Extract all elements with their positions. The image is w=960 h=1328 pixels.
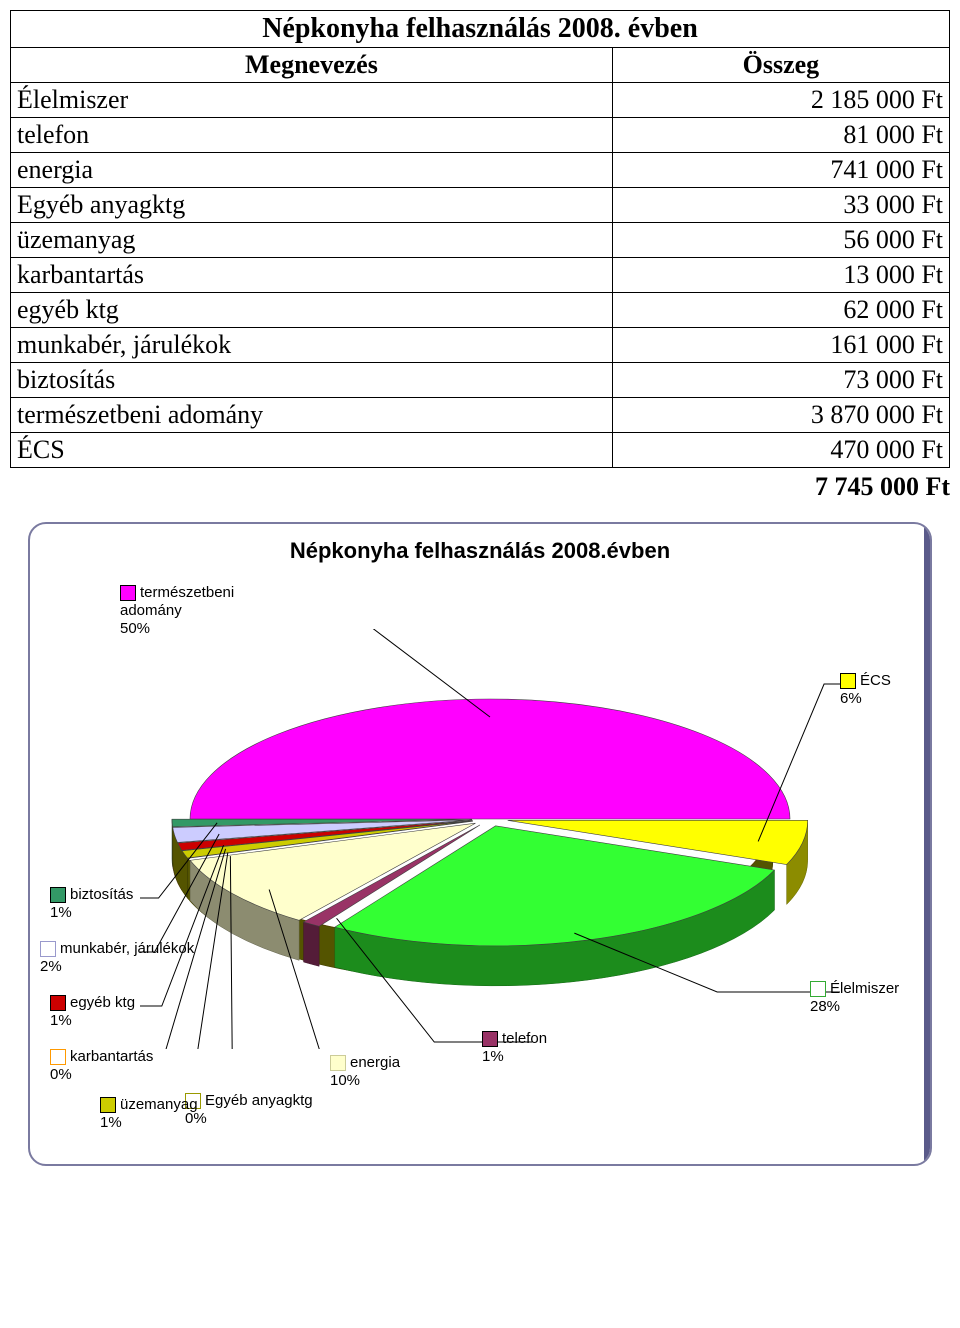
legend-ecs: ÉCS6% <box>840 672 891 708</box>
table-title: Népkonyha felhasználás 2008. évben <box>11 11 950 48</box>
legend-egyeb_anyagktg: Egyéb anyagktg0% <box>185 1092 313 1128</box>
legend-swatch-icon <box>482 1031 498 1047</box>
row-label: Egyéb anyagktg <box>11 188 613 223</box>
col-header-value: Összeg <box>612 48 949 83</box>
chart-title: Népkonyha felhasználás 2008.évben <box>30 538 930 564</box>
row-value: 2 185 000 Ft <box>612 83 949 118</box>
legend-elelmiszer: Élelmiszer28% <box>810 980 899 1016</box>
legend-swatch-icon <box>50 887 66 903</box>
row-label: Élelmiszer <box>11 83 613 118</box>
legend-label: természetbeniadomány50% <box>120 584 234 637</box>
legend-swatch-icon <box>50 995 66 1011</box>
row-value: 73 000 Ft <box>612 363 949 398</box>
legend-swatch-icon <box>840 673 856 689</box>
row-value: 62 000 Ft <box>612 293 949 328</box>
table-row: egyéb ktg62 000 Ft <box>11 293 950 328</box>
legend-swatch-icon <box>330 1055 346 1071</box>
data-table: Népkonyha felhasználás 2008. évben Megne… <box>10 10 950 468</box>
legend-munkaber: munkabér, járulékok2% <box>40 940 194 976</box>
legend-termeszetbeni: természetbeniadomány50% <box>120 584 234 638</box>
row-value: 470 000 Ft <box>612 433 949 468</box>
legend-energia: energia10% <box>330 1054 400 1090</box>
legend-karbantartas: karbantartás0% <box>50 1048 153 1084</box>
table-row: természetbeni adomány3 870 000 Ft <box>11 398 950 433</box>
row-value: 3 870 000 Ft <box>612 398 949 433</box>
row-value: 161 000 Ft <box>612 328 949 363</box>
row-label: karbantartás <box>11 258 613 293</box>
row-value: 81 000 Ft <box>612 118 949 153</box>
legend-swatch-icon <box>50 1049 66 1065</box>
table-row: üzemanyag56 000 Ft <box>11 223 950 258</box>
legend-egyeb_ktg: egyéb ktg1% <box>50 994 135 1030</box>
table-row: munkabér, járulékok161 000 Ft <box>11 328 950 363</box>
table-row: telefon81 000 Ft <box>11 118 950 153</box>
table-row: energia741 000 Ft <box>11 153 950 188</box>
row-value: 33 000 Ft <box>612 188 949 223</box>
table-row: biztosítás73 000 Ft <box>11 363 950 398</box>
legend-label: Egyéb anyagktg0% <box>185 1092 313 1127</box>
legend-swatch-icon <box>810 981 826 997</box>
table-row: Egyéb anyagktg33 000 Ft <box>11 188 950 223</box>
row-value: 13 000 Ft <box>612 258 949 293</box>
col-header-name: Megnevezés <box>11 48 613 83</box>
row-label: természetbeni adomány <box>11 398 613 433</box>
row-label: ÉCS <box>11 433 613 468</box>
table-row: karbantartás13 000 Ft <box>11 258 950 293</box>
pie-svg <box>140 629 840 1049</box>
legend-telefon: telefon1% <box>482 1030 547 1066</box>
row-label: energia <box>11 153 613 188</box>
legend-uzemanyag: üzemanyag1% <box>100 1096 198 1132</box>
legend-swatch-icon <box>40 941 56 957</box>
legend-biztositas: biztosítás1% <box>50 886 133 922</box>
row-value: 741 000 Ft <box>612 153 949 188</box>
total-value: 7 745 000 Ft <box>10 472 956 502</box>
pie-chart: Népkonyha felhasználás 2008.évben termés… <box>28 522 932 1166</box>
row-label: munkabér, járulékok <box>11 328 613 363</box>
legend-label: munkabér, járulékok2% <box>40 940 194 975</box>
table-row: Élelmiszer2 185 000 Ft <box>11 83 950 118</box>
legend-swatch-icon <box>120 585 136 601</box>
row-label: üzemanyag <box>11 223 613 258</box>
row-value: 56 000 Ft <box>612 223 949 258</box>
table-row: ÉCS470 000 Ft <box>11 433 950 468</box>
legend-swatch-icon <box>100 1097 116 1113</box>
row-label: egyéb ktg <box>11 293 613 328</box>
row-label: telefon <box>11 118 613 153</box>
row-label: biztosítás <box>11 363 613 398</box>
